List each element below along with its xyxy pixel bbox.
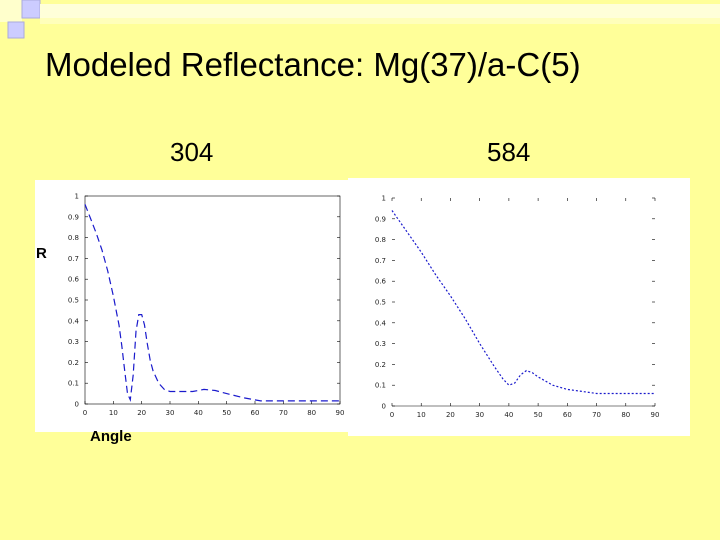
- y-tick-label: 0: [75, 401, 79, 409]
- x-tick-label: 80: [621, 411, 630, 419]
- x-tick-label: 80: [307, 409, 316, 417]
- x-tick-label: 30: [475, 411, 484, 419]
- x-tick-label: 10: [417, 411, 426, 419]
- x-tick-label: 60: [251, 409, 260, 417]
- y-tick-label: 0.2: [375, 361, 386, 369]
- y-tick-label: 1: [75, 193, 79, 201]
- reflectance-series-line: [84, 204, 340, 403]
- x-tick-label: 40: [194, 409, 203, 417]
- x-tick-label: 40: [504, 411, 513, 419]
- x-tick-label: 70: [592, 411, 601, 419]
- y-tick-label: 0: [382, 403, 386, 411]
- reflectance-series-line: [391, 210, 655, 395]
- x-tick-label: 30: [166, 409, 175, 417]
- y-axis-label: R: [36, 245, 47, 262]
- x-tick-label: 0: [390, 411, 394, 419]
- x-tick-label: 90: [651, 411, 660, 419]
- y-tick-label: 0.8: [375, 236, 386, 244]
- y-tick-label: 0.5: [68, 297, 79, 305]
- y-tick-label: 0.1: [375, 382, 386, 390]
- decorative-squares: [0, 0, 720, 39]
- right-reflectance-chart: 00.10.20.30.40.50.60.70.80.910 10 20 30 40 50…: [375, 195, 660, 420]
- y-tick-label: 0.7: [68, 255, 79, 263]
- y-tick-label: 0.7: [375, 257, 386, 265]
- x-tick-label: 20: [446, 411, 455, 419]
- y-tick-label: 0.3: [375, 340, 386, 348]
- slide-title: Modeled Reflectance: Mg(37)/a-C(5): [45, 46, 581, 83]
- x-tick-label: 90: [336, 409, 345, 417]
- y-tick-label: 0.1: [68, 380, 79, 388]
- left-plot-panel: 0 0.1 0.2 0.3 0.4 0.5 0.6 0.7 0.8 0.9 1 0 10 20 30 40 50…: [35, 180, 351, 432]
- y-tick-label: 0.4: [375, 319, 387, 327]
- x-tick-label: 70: [279, 409, 288, 417]
- x-tick-label: 0: [83, 409, 87, 417]
- right-plot-panel: 0 0.1 0.2 0.3 0.4 0.5 0.6 0.7 0.8 0.9 1 0 10 20 30 40 50…: [348, 178, 690, 436]
- left-chart-label: 304: [170, 137, 214, 167]
- left-reflectance-chart: 00.10.20.30.40.50.60.70.80.910 10 20 30 40 50…: [68, 193, 345, 418]
- y-tick-label: 0.5: [375, 299, 386, 307]
- y-tick-label: 0.3: [68, 338, 79, 346]
- x-tick-label: 60: [563, 411, 572, 419]
- x-tick-label: 50: [222, 409, 231, 417]
- y-tick-label: 0.4: [68, 317, 80, 325]
- right-chart-label: 584: [487, 137, 531, 167]
- y-tick-label: 0.2: [68, 359, 79, 367]
- x-tick-label: 10: [109, 409, 118, 417]
- x-axis-label: Angle: [90, 428, 132, 445]
- plot-frame: [84, 195, 341, 405]
- y-tick-label: 0.6: [68, 276, 80, 284]
- x-tick-label: 50: [534, 411, 543, 419]
- y-tick-label: 0.8: [68, 234, 79, 242]
- y-tick-label: 0.9: [375, 215, 386, 223]
- y-tick-label: 0.6: [375, 278, 387, 286]
- y-tick-label: 0.9: [68, 213, 79, 221]
- y-tick-label: 1: [382, 195, 386, 203]
- x-tick-label: 20: [137, 409, 146, 417]
